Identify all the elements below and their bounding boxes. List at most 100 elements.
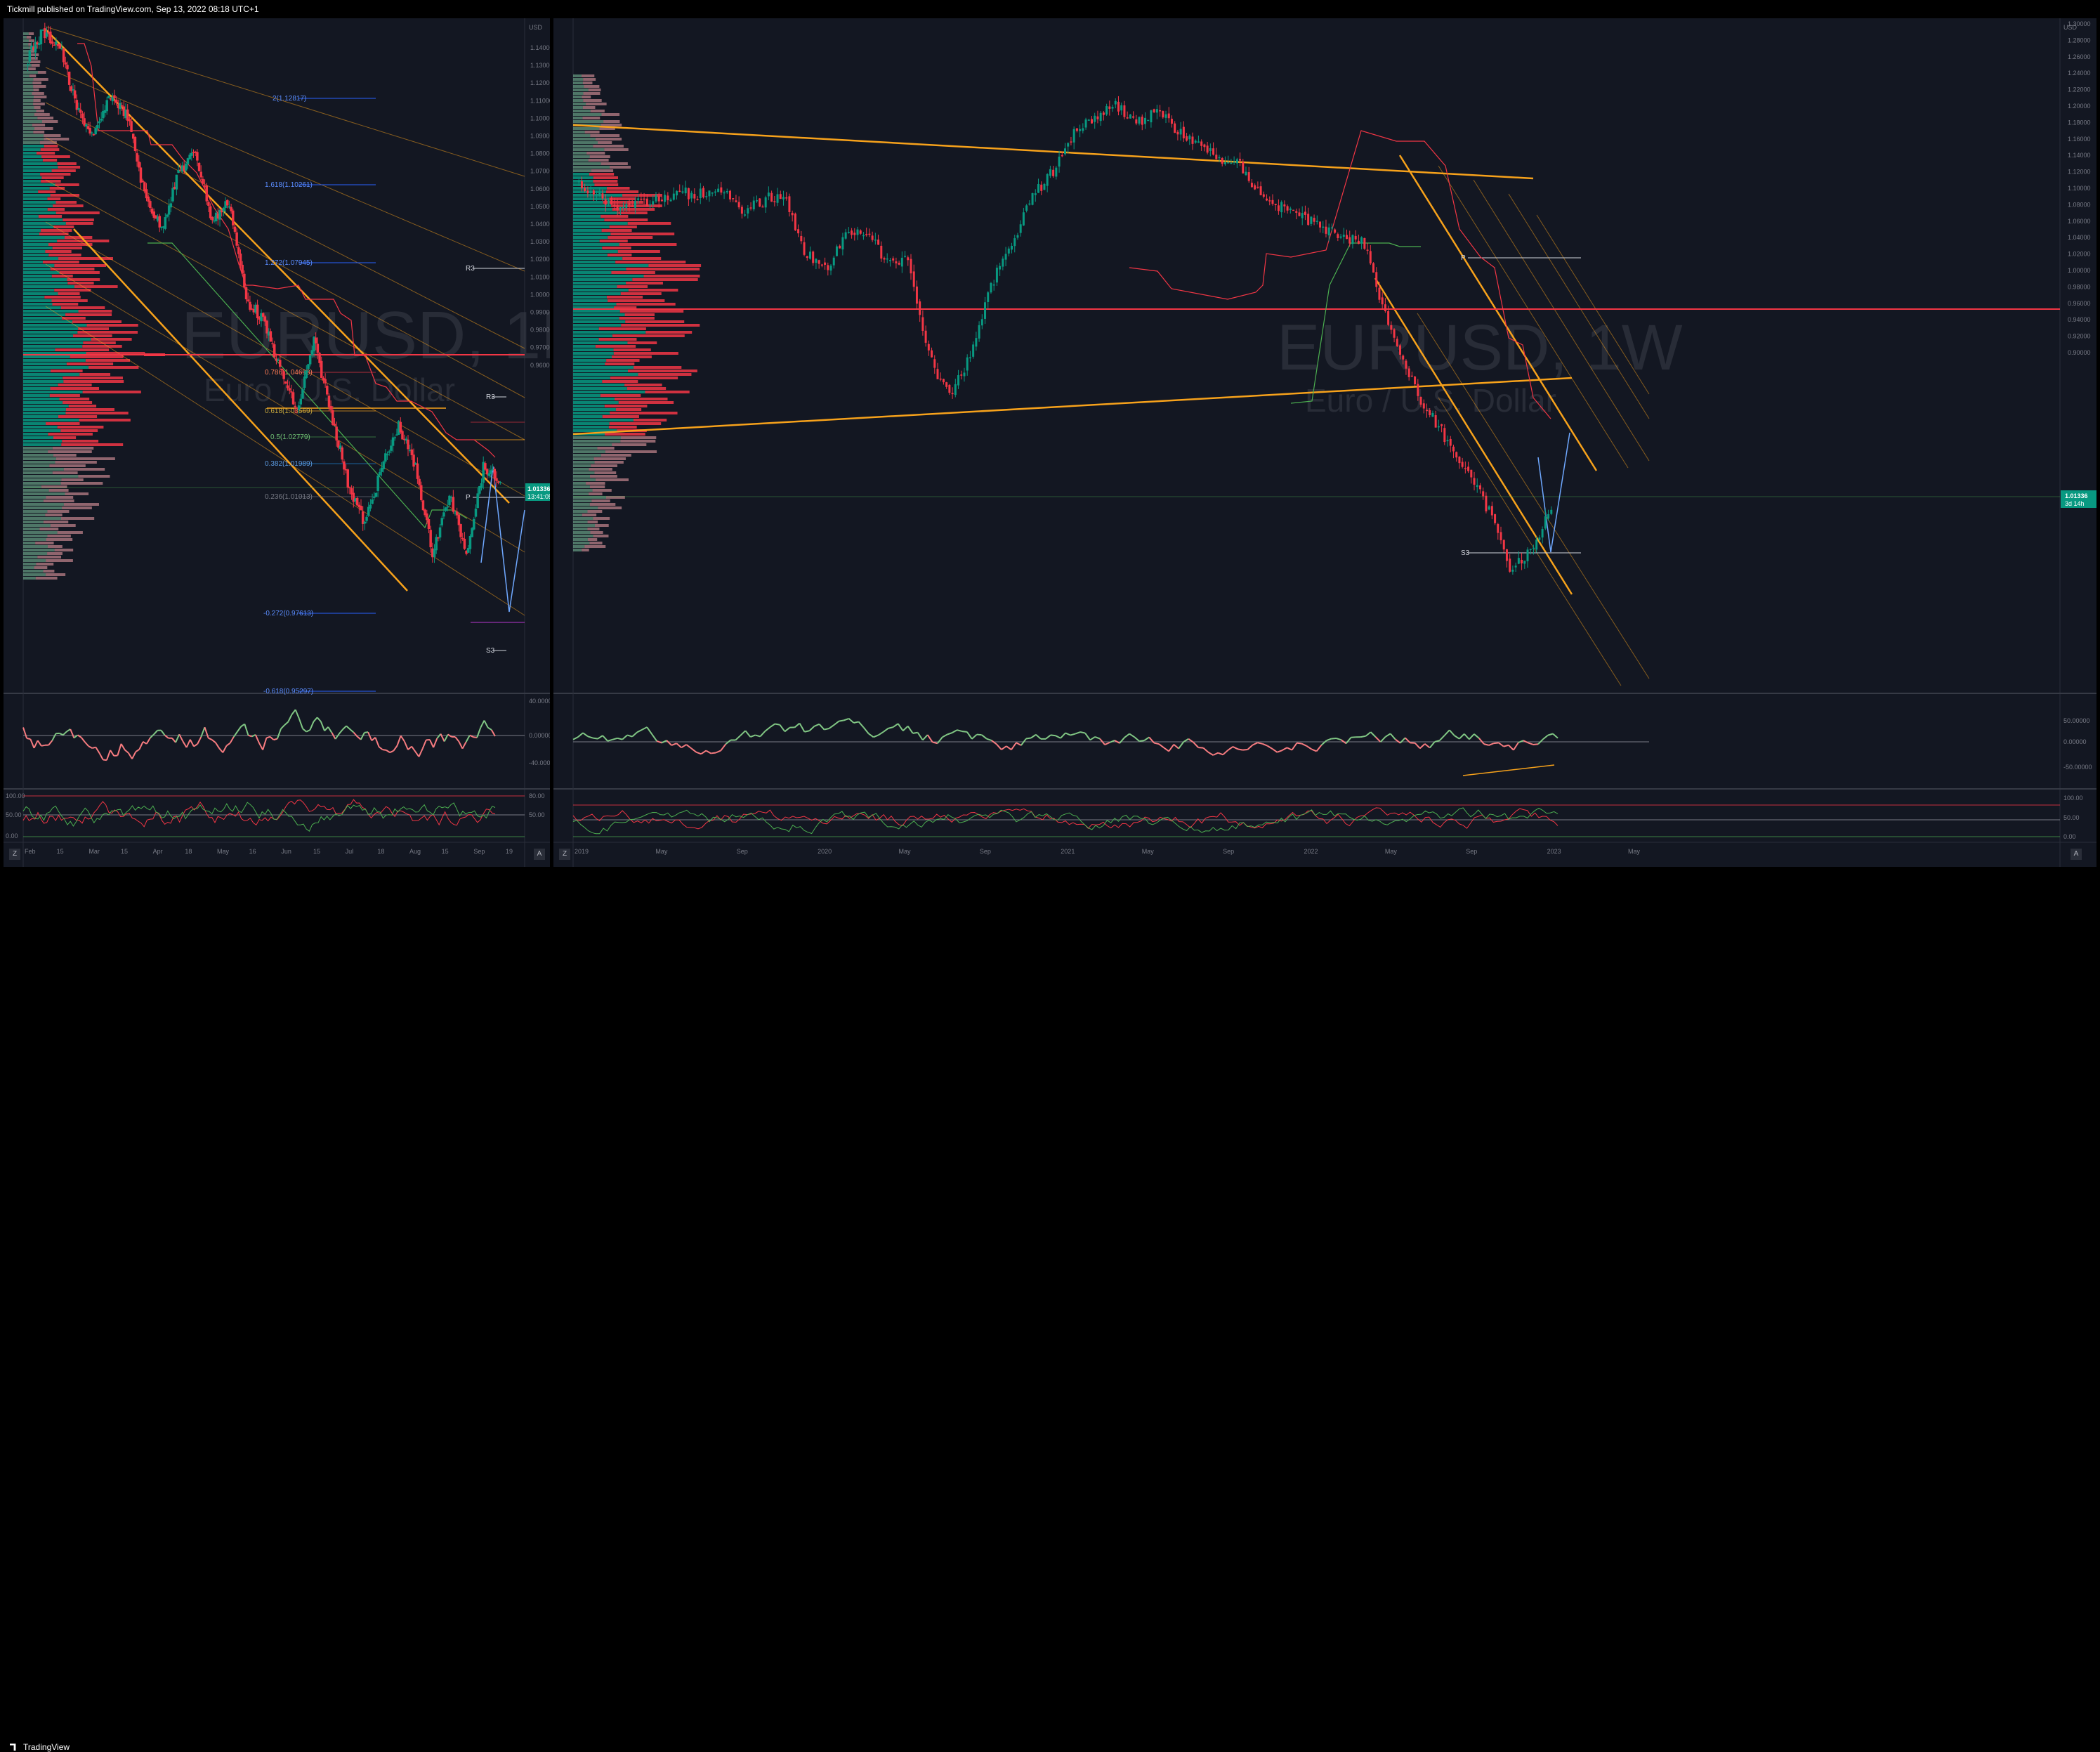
candle-body xyxy=(1094,116,1096,122)
candle-body xyxy=(910,259,912,274)
volume-bar xyxy=(573,348,614,351)
candle-body xyxy=(324,379,327,383)
volume-bar xyxy=(23,412,65,414)
volume-bar xyxy=(573,320,625,323)
right-chart[interactable]: EURUSD, 1W Euro / U.S. Dollar P S3 USD 1… xyxy=(553,18,2096,867)
candle-body xyxy=(176,175,178,190)
candle-body xyxy=(1363,238,1365,249)
volume-bar xyxy=(23,194,51,197)
candle-body xyxy=(360,506,362,510)
candle-body xyxy=(1120,105,1122,110)
oscillator-segment xyxy=(1164,747,1169,751)
volume-bar xyxy=(573,464,591,467)
candle-body xyxy=(429,530,432,547)
volume-bar xyxy=(593,176,618,179)
time-tick: May xyxy=(899,848,912,855)
price-axis[interactable]: 1.300001.280001.260001.240001.220001.200… xyxy=(2068,20,2091,356)
candle-body xyxy=(1025,205,1028,210)
volume-bar xyxy=(596,478,629,481)
volume-bar xyxy=(86,359,130,362)
oscillator-segment xyxy=(386,750,390,752)
oscillator-segment xyxy=(997,744,1002,750)
volume-bar xyxy=(47,535,70,537)
oscillator-segment xyxy=(977,735,982,736)
candle-body xyxy=(494,469,497,478)
candle-body xyxy=(72,89,74,91)
volume-bar xyxy=(608,236,652,239)
candle-body xyxy=(140,167,143,183)
oscillator-segment xyxy=(1208,752,1213,755)
zoom-button[interactable]: Z xyxy=(9,849,20,860)
candle-body xyxy=(770,193,773,202)
volume-bar xyxy=(573,370,628,372)
candle-body xyxy=(664,195,666,202)
volume-bar xyxy=(587,528,599,530)
oscillator-segment xyxy=(1351,737,1356,738)
candle-body xyxy=(1138,117,1141,124)
candle-body xyxy=(198,163,201,171)
oscillator-segment xyxy=(1272,749,1277,752)
candle-body xyxy=(1462,462,1464,466)
candle-body xyxy=(334,424,336,426)
oscillator-segment xyxy=(681,745,686,747)
volume-bar xyxy=(573,352,614,355)
candle-body xyxy=(298,405,301,410)
candle-body xyxy=(1043,184,1045,190)
volume-bar xyxy=(23,320,72,323)
price-tick: 1.24000 xyxy=(2068,70,2091,77)
zoom-button[interactable]: Z xyxy=(559,849,570,860)
candle-body xyxy=(98,122,101,124)
volume-bar xyxy=(573,117,582,119)
oscillator-segment xyxy=(1543,736,1548,740)
candle-body xyxy=(40,30,43,44)
volume-bar xyxy=(590,485,605,488)
oscillator-segment xyxy=(918,733,923,740)
volume-bar xyxy=(51,524,76,527)
oscillator-segment xyxy=(923,735,928,740)
oscillator-segment xyxy=(1489,743,1494,745)
volume-bar xyxy=(58,415,97,418)
candle-body xyxy=(744,214,746,216)
candle-body xyxy=(373,497,376,498)
candle-body xyxy=(1058,157,1061,166)
candle-body xyxy=(1256,187,1259,188)
candle-body xyxy=(81,113,84,118)
volume-bar xyxy=(573,299,608,302)
oscillator-segment xyxy=(197,737,201,744)
oscillator-segment xyxy=(967,732,972,739)
oscillator-segment xyxy=(1252,743,1257,745)
candle-body xyxy=(1028,204,1030,205)
candle-body xyxy=(202,179,204,184)
right-chart-panel[interactable]: EURUSD, 1W Euro / U.S. Dollar P S3 USD 1… xyxy=(553,18,2096,867)
candle-body xyxy=(480,483,483,488)
volume-bar xyxy=(46,496,73,499)
candle-body xyxy=(608,200,610,204)
oscillator-segment xyxy=(671,743,676,745)
oscillator-segment xyxy=(263,738,266,750)
oscillator-segment xyxy=(686,745,691,748)
left-chart[interactable]: EURUSD, 1D Euro / U.S. Dollar 2(1.12817)… xyxy=(4,18,550,867)
svg-text:S3: S3 xyxy=(486,647,495,655)
oscillator-segment xyxy=(122,744,125,750)
volume-bar xyxy=(34,566,48,569)
auto-scale-button[interactable]: A xyxy=(2071,849,2082,860)
candle-body xyxy=(960,374,962,376)
volume-bar xyxy=(23,482,61,485)
volume-bar xyxy=(622,257,661,260)
candle-body xyxy=(292,392,295,404)
price-tick: 1.26000 xyxy=(2068,53,2091,60)
volume-bar xyxy=(58,162,77,165)
svg-text:-40.00000: -40.00000 xyxy=(529,759,550,766)
volume-bar xyxy=(23,243,48,246)
auto-scale-button[interactable]: A xyxy=(534,849,545,860)
volume-bar xyxy=(23,218,63,221)
candle-body xyxy=(1013,238,1016,246)
volume-bar xyxy=(573,254,608,256)
oscillator-segment xyxy=(96,747,99,753)
candle-body xyxy=(1049,169,1051,176)
candle-body xyxy=(913,271,915,287)
left-chart-panel[interactable]: EURUSD, 1D Euro / U.S. Dollar 2(1.12817)… xyxy=(4,18,550,867)
volume-bar xyxy=(32,81,41,84)
